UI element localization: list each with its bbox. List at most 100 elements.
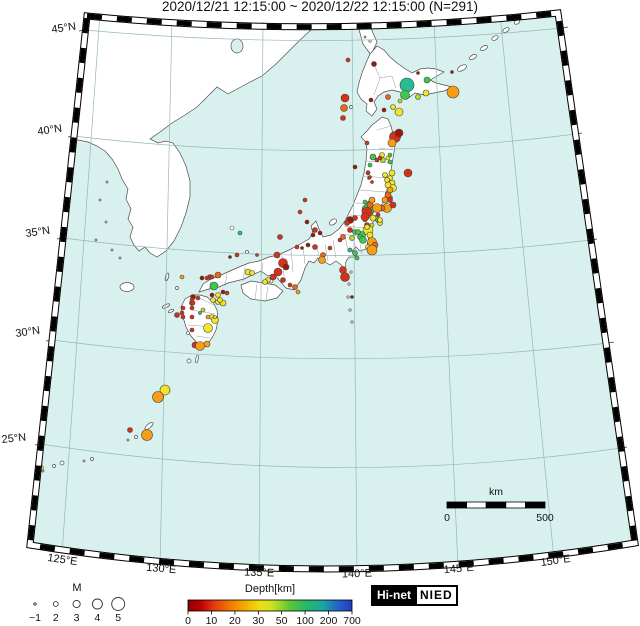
earthquake-marker (400, 90, 410, 100)
earthquake-marker (399, 77, 415, 93)
earthquake-marker (203, 340, 211, 348)
earthquake-marker (369, 222, 375, 228)
earthquake-marker (141, 429, 153, 441)
earthquake-marker (312, 244, 318, 250)
earthquake-marker (180, 305, 186, 311)
graticule-label: 135°E (244, 566, 274, 579)
earthquake-marker (388, 169, 396, 177)
earthquake-marker (214, 271, 222, 279)
graticule-label: 140°E (342, 567, 372, 580)
graticule-label: 35°N (25, 225, 51, 240)
map-frame (26, 9, 639, 573)
earthquake-marker (377, 217, 383, 223)
earthquake-marker (199, 275, 205, 281)
earthquake-marker (364, 140, 370, 146)
earthquake-marker (174, 312, 180, 318)
earthquake-marker (387, 197, 393, 203)
earthquake-marker (210, 297, 216, 303)
scale-bar-start: 0 (444, 512, 450, 524)
magnitude-legend-label: 2 (53, 612, 59, 624)
earthquake-marker (273, 251, 281, 259)
earthquake-marker (159, 384, 171, 396)
earthquake-marker (190, 300, 196, 306)
earthquake-marker (403, 168, 413, 178)
earthquake-marker (366, 231, 374, 239)
earthquake-marker (340, 104, 348, 112)
earthquake-marker (304, 219, 310, 225)
hinet-logo-text: Hi-net (371, 585, 415, 606)
earthquake-marker (368, 175, 372, 179)
scale-bar-end: 500 (536, 512, 554, 524)
earthquake-marker (375, 212, 381, 218)
earthquake-marker (305, 242, 311, 248)
earthquake-marker (204, 275, 210, 281)
earthquake-marker (394, 107, 404, 117)
earthquake-marker (198, 311, 202, 315)
magnitude-legend-label: 4 (94, 612, 100, 624)
earthquake-marker (317, 230, 323, 236)
depth-tick-label: 200 (320, 615, 338, 626)
earthquake-marker (423, 76, 431, 84)
earthquake-marker (345, 57, 351, 63)
earthquake-marker (352, 250, 358, 256)
earthquake-marker (189, 327, 195, 333)
earthquake-marker (394, 128, 404, 138)
scale-bar-segment (446, 501, 468, 509)
earthquake-marker (234, 252, 240, 258)
earthquake-marker (369, 214, 377, 222)
graticule-label: 125°E (47, 552, 78, 568)
earthquake-marker (355, 229, 361, 235)
graticule-label: 150°E (540, 553, 571, 569)
magnitude-legend-circle (33, 602, 37, 606)
earthquake-marker (377, 155, 383, 161)
earthquake-marker (189, 305, 195, 311)
nied-logo-text: NIED (415, 585, 458, 606)
earthquake-marker (390, 104, 396, 110)
earthquake-marker (262, 279, 268, 285)
earthquake-marker (381, 107, 387, 113)
earthquake-marker (215, 292, 221, 298)
graticule-label: 45°N (51, 21, 77, 36)
earthquake-marker (366, 170, 370, 174)
earthquake-marker (366, 244, 378, 256)
earthquake-marker (362, 199, 368, 205)
earthquake-marker (312, 227, 318, 233)
earthquake-marker (372, 203, 382, 213)
scale-bar-segment (525, 501, 546, 509)
earthquake-marker (344, 220, 350, 226)
earthquake-marker (416, 71, 420, 75)
magnitude-legend-circle (52, 601, 59, 607)
map-title: 2020/12/21 12:15:00 ~ 2020/12/22 12:15:0… (162, 0, 478, 14)
earthquake-marker (220, 289, 226, 295)
magnitude-legend-label: 3 (74, 612, 80, 624)
earthquake-marker (180, 314, 186, 320)
hinet-nied-logo: Hi-net NIED (371, 585, 458, 606)
depth-tick-label: 0 (185, 615, 191, 626)
scale-bar-segment (466, 501, 487, 509)
earthquake-marker (367, 162, 373, 168)
earthquake-marker (370, 180, 374, 184)
magnitude-legend-title: M (72, 582, 81, 594)
magnitude-legend: M ~1 2 3 4 5 (29, 582, 126, 624)
magnitude-legend-circle (72, 599, 81, 609)
earthquake-marker (450, 70, 454, 74)
earthquake-marker (300, 246, 304, 250)
earthquake-marker (340, 93, 350, 103)
earthquake-marker (249, 270, 255, 276)
graticule-label: 40°N (37, 123, 63, 138)
depth-tick-label: 50 (276, 615, 288, 626)
earthquake-marker (280, 277, 286, 283)
scale-bar: km 0 500 (444, 486, 554, 524)
earthquake-marker (295, 289, 301, 295)
depth-colorbar (187, 599, 353, 612)
earthquake-marker (415, 94, 421, 100)
earthquake-marker (318, 256, 326, 264)
depth-tick-label: 20 (229, 615, 241, 626)
earthquake-marker (186, 331, 190, 335)
earthquake-marker (352, 164, 358, 170)
scale-bar-segment (485, 501, 507, 509)
earthquake-marker (369, 153, 377, 161)
